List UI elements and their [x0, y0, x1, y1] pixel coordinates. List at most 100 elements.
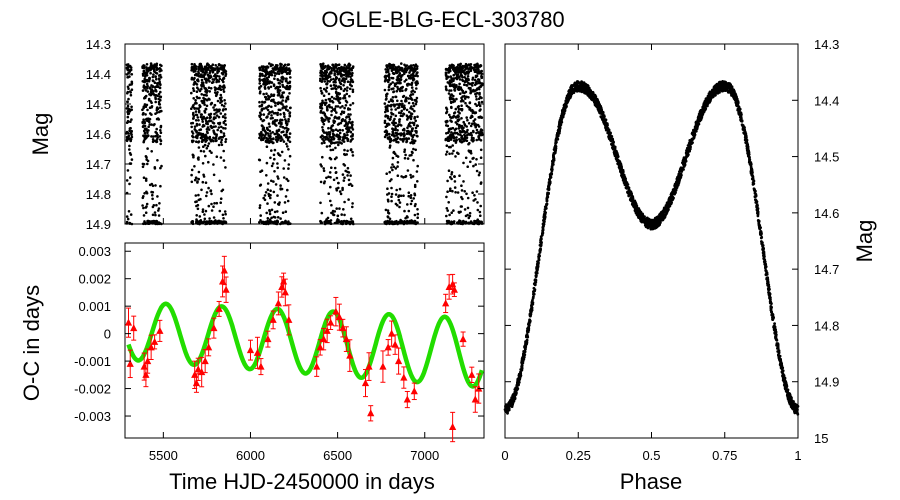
lightcurve-point: [327, 175, 330, 179]
lightcurve-point: [403, 150, 406, 154]
lightcurve-point: [319, 86, 322, 90]
lightcurve-point: [262, 113, 266, 116]
lightcurve-point: [335, 207, 339, 210]
lightcurve-point: [339, 222, 343, 225]
lightcurve-point: [281, 91, 285, 95]
lightcurve-point: [336, 123, 340, 126]
lightcurve-point: [265, 92, 268, 95]
lightcurve-point: [322, 181, 326, 185]
lightcurve-point: [463, 83, 466, 86]
lightcurve-point: [192, 114, 196, 118]
lightcurve-point: [413, 66, 416, 70]
lightcurve-point: [477, 101, 481, 104]
lightcurve-point: [398, 201, 402, 204]
lightcurve-point: [387, 80, 390, 84]
lightcurve-point: [401, 73, 404, 77]
lightcurve-point: [460, 117, 463, 120]
lightcurve-point: [389, 115, 393, 119]
lightcurve-point: [279, 66, 282, 69]
lightcurve-point: [448, 152, 451, 156]
lightcurve-point: [287, 148, 290, 151]
lightcurve-point: [271, 116, 274, 120]
lightcurve-point: [288, 140, 292, 144]
lightcurve-point: [197, 65, 201, 69]
lightcurve-point: [474, 102, 477, 106]
lightcurve-point: [465, 116, 469, 119]
lightcurve-point: [398, 81, 401, 85]
lightcurve-point: [475, 138, 479, 142]
lightcurve-point: [411, 107, 414, 111]
lightcurve-point: [456, 122, 459, 126]
lightcurve-point: [128, 144, 131, 148]
lightcurve-point: [224, 212, 227, 216]
lightcurve-point: [203, 97, 206, 101]
lightcurve-point: [157, 97, 160, 101]
lightcurve-point: [224, 127, 227, 130]
oc-triangle-marker: [279, 277, 288, 285]
lightcurve-point: [414, 202, 417, 206]
lightcurve-point: [463, 133, 466, 136]
lightcurve-point: [205, 220, 208, 223]
lightcurve-point: [346, 166, 350, 170]
oc-point: [442, 293, 450, 314]
lightcurve-point: [463, 69, 466, 72]
lightcurve-point: [470, 114, 473, 118]
lightcurve-point: [155, 127, 158, 131]
lightcurve-point: [224, 102, 227, 105]
lightcurve-point: [285, 126, 288, 130]
lightcurve-point: [150, 63, 153, 67]
lightcurve-point: [155, 62, 159, 66]
lightcurve-point: [350, 124, 354, 127]
lightcurve-point: [197, 193, 200, 197]
lightcurve-point: [220, 138, 223, 142]
lightcurve-point: [214, 139, 218, 143]
lightcurve-point: [480, 76, 484, 80]
lightcurve-point: [455, 139, 458, 142]
lightcurve-point: [387, 76, 391, 79]
lightcurve-point: [153, 123, 156, 126]
lightcurve-point: [288, 84, 292, 88]
lightcurve-point: [286, 145, 289, 148]
lightcurve-point: [222, 88, 225, 91]
lightcurve-point: [388, 140, 392, 144]
lightcurve-point: [392, 72, 396, 75]
lightcurve-point: [452, 100, 455, 104]
lightcurve-point: [412, 64, 415, 67]
lightcurve-point: [394, 121, 398, 125]
lightcurve-point: [191, 121, 195, 125]
lightcurve-point: [351, 150, 354, 154]
lightcurve-point: [336, 214, 340, 218]
lightcurve-point: [191, 105, 194, 108]
lightcurve-point: [338, 101, 342, 105]
lightcurve-point: [415, 83, 418, 87]
lightcurve-point: [404, 216, 407, 220]
lightcurve-point: [217, 115, 221, 119]
lightcurve-point: [319, 180, 323, 184]
lightcurve-point: [218, 84, 222, 88]
lightcurve-point: [349, 217, 353, 221]
lightcurve-point: [412, 70, 416, 74]
lightcurve-point: [214, 222, 217, 225]
lightcurve-point: [339, 112, 343, 116]
lightcurve-point: [279, 188, 283, 191]
lightcurve-point: [147, 97, 151, 101]
lightcurve-point: [409, 96, 413, 100]
lightcurve-point: [405, 108, 409, 112]
lightcurve-point: [224, 116, 227, 120]
oc-triangle-marker: [468, 370, 476, 378]
lightcurve-point: [410, 127, 414, 131]
lightcurve-point: [457, 152, 460, 155]
lightcurve-point: [454, 155, 457, 158]
lightcurve-point: [193, 178, 197, 182]
lightcurve-point: [159, 76, 163, 79]
lightcurve-point: [192, 116, 195, 120]
oc-triangle-marker: [384, 343, 392, 351]
lightcurve-point: [409, 93, 413, 96]
lightcurve-point: [391, 156, 395, 160]
lightcurve-point: [218, 209, 222, 213]
lightcurve-point: [400, 109, 404, 113]
lightcurve-point: [276, 162, 279, 165]
lightcurve-point: [407, 101, 411, 105]
lightcurve-point: [130, 83, 133, 86]
lightcurve-point: [204, 137, 207, 141]
